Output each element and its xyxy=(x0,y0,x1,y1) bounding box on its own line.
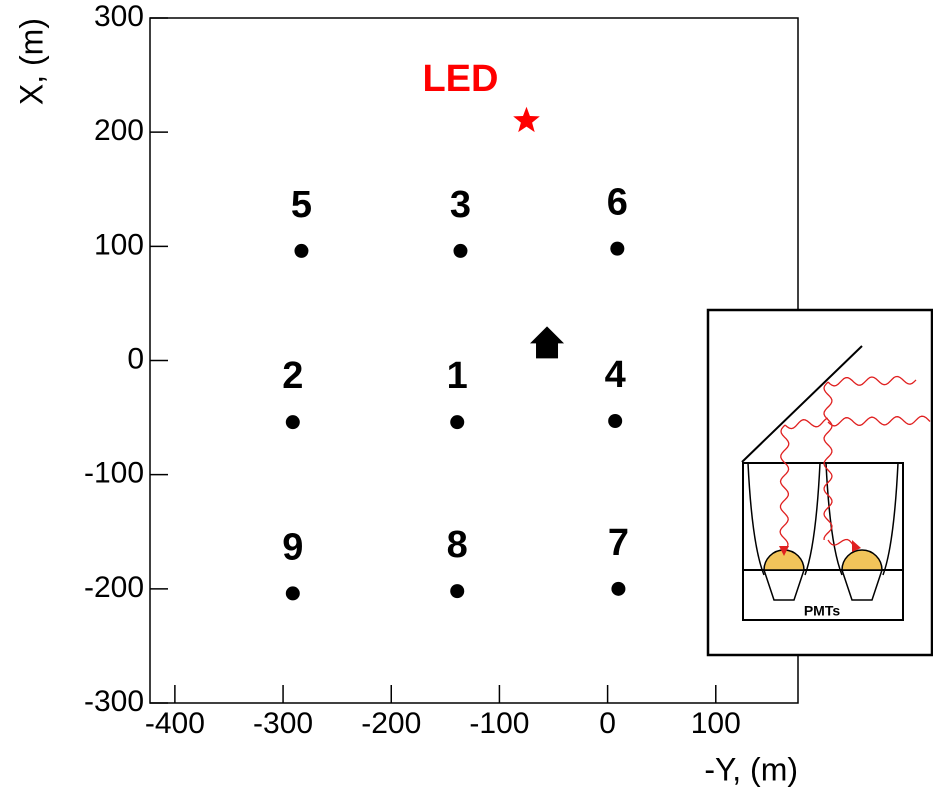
point-label: 8 xyxy=(447,524,468,566)
inset-pmt-base xyxy=(763,569,883,601)
inset-diagram: PMTs xyxy=(706,308,933,657)
x-tick-label: -300 xyxy=(253,707,313,740)
point-label: LED xyxy=(422,58,498,100)
x-axis-label: -Y, (m) xyxy=(704,751,798,787)
inset-box xyxy=(742,462,904,621)
point-label: 1 xyxy=(447,355,468,397)
x-tick-label: 100 xyxy=(691,707,741,740)
point xyxy=(610,241,625,256)
point xyxy=(450,584,465,599)
point xyxy=(294,243,309,258)
point xyxy=(513,106,540,133)
y-tick-label: -300 xyxy=(84,685,144,718)
point-label: 7 xyxy=(608,522,629,564)
y-tick-label: 300 xyxy=(94,0,144,33)
photon xyxy=(779,424,790,549)
x-tick-label: -200 xyxy=(361,707,421,740)
photon xyxy=(827,375,917,387)
photon xyxy=(827,415,931,427)
x-tick-label: -100 xyxy=(469,707,529,740)
arrow xyxy=(779,546,789,556)
point-label: 9 xyxy=(282,526,303,568)
point-label: 2 xyxy=(282,355,303,397)
point-label: 3 xyxy=(450,184,471,226)
point xyxy=(285,415,300,430)
point xyxy=(608,414,623,429)
x-tick-label: 0 xyxy=(599,707,616,740)
point-label: 4 xyxy=(605,354,626,396)
photon xyxy=(823,381,833,540)
y-tick-label: -200 xyxy=(84,571,144,604)
point-label: 6 xyxy=(607,182,628,224)
inset-label: PMTs xyxy=(804,603,841,619)
inset-frame xyxy=(706,308,933,657)
y-tick-label: 0 xyxy=(127,342,144,375)
arrow xyxy=(852,540,861,552)
y-axis-label: X, (m) xyxy=(13,18,49,105)
inset-cone xyxy=(747,462,899,576)
photon xyxy=(827,538,856,548)
point xyxy=(530,326,565,359)
y-tick-label: 200 xyxy=(94,114,144,147)
point xyxy=(285,586,300,601)
photon xyxy=(784,417,829,430)
point-label: 5 xyxy=(291,184,312,226)
inset-line xyxy=(741,345,863,463)
plot-frame xyxy=(149,17,799,704)
x-tick-label: -400 xyxy=(145,707,205,740)
y-tick-label: 100 xyxy=(94,228,144,261)
point xyxy=(453,243,468,258)
point xyxy=(611,581,626,596)
inset-pmt xyxy=(763,549,883,571)
point xyxy=(450,415,465,430)
y-tick-label: -100 xyxy=(84,457,144,490)
